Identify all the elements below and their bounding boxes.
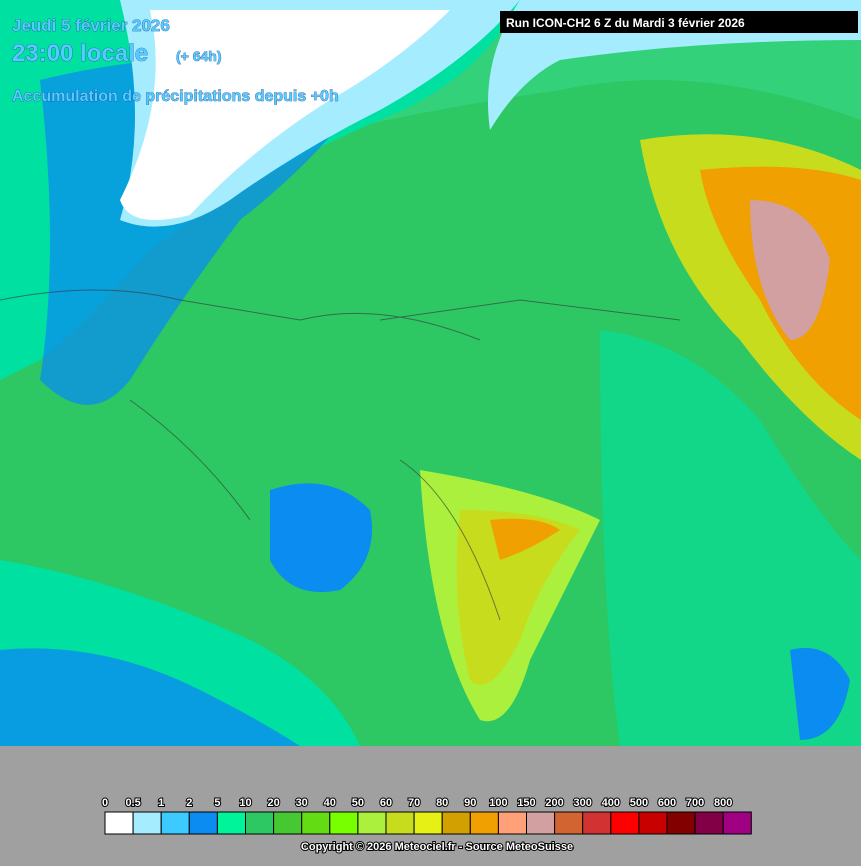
legend-label: 200: [545, 797, 563, 809]
legend-label: 150: [517, 797, 535, 809]
legend-label: 0.5: [125, 797, 140, 809]
legend-swatch: [216, 811, 246, 835]
legend-background: [0, 746, 861, 866]
legend-swatch: [526, 811, 556, 835]
legend-swatch: [694, 811, 724, 835]
legend-swatch: [722, 811, 752, 835]
legend-label: 40: [324, 797, 336, 809]
legend-label: 500: [630, 797, 648, 809]
legend-label: 50: [352, 797, 364, 809]
legend-swatch: [554, 811, 584, 835]
legend-swatch: [666, 811, 696, 835]
legend-swatch: [104, 811, 134, 835]
offset: (+ 64h): [176, 48, 222, 64]
legend-swatch: [441, 811, 471, 835]
legend-label: 80: [436, 797, 448, 809]
legend-label: 0: [102, 797, 108, 809]
run-label: Run ICON-CH2 6 Z du Mardi 3 février 2026: [506, 16, 745, 30]
subtitle: Accumulation de précipitations depuis +0…: [12, 88, 339, 105]
date: Jeudi 5 février 2026: [12, 16, 170, 35]
legend-swatch: [469, 811, 499, 835]
legend-label: 800: [714, 797, 732, 809]
legend-label: 400: [602, 797, 620, 809]
legend-label: 1: [158, 797, 164, 809]
legend-swatch: [188, 811, 218, 835]
legend-swatch: [638, 811, 668, 835]
legend-swatch: [160, 811, 190, 835]
legend-swatch: [329, 811, 359, 835]
legend-label: 90: [464, 797, 476, 809]
legend-swatch: [610, 811, 640, 835]
legend-label: 100: [489, 797, 507, 809]
legend-swatch: [132, 811, 162, 835]
legend-swatch: [273, 811, 303, 835]
legend-label: 300: [574, 797, 592, 809]
legend-label: 10: [239, 797, 251, 809]
legend-label: 70: [408, 797, 420, 809]
copyright: Copyright © 2026 Meteociel.fr - Source M…: [301, 841, 573, 853]
legend-swatch: [497, 811, 527, 835]
run-box: [500, 11, 858, 33]
legend-swatch: [385, 811, 415, 835]
legend-swatch: [582, 811, 612, 835]
time: 23:00 locale: [12, 40, 148, 67]
legend-swatch: [245, 811, 275, 835]
legend-label: 5: [214, 797, 220, 809]
legend-swatch: [357, 811, 387, 835]
legend-label: 60: [380, 797, 392, 809]
legend-label: 700: [686, 797, 704, 809]
legend-label: 600: [658, 797, 676, 809]
legend: 0 0.5 1 2 5 10 20 30 40 50 60 70 80 90 100 150 200 300 400…: [101, 796, 752, 835]
legend-label: 30: [296, 797, 308, 809]
legend-label: 2: [186, 797, 192, 809]
map-field: [0, 0, 861, 746]
legend-label: 20: [267, 797, 279, 809]
legend-swatch: [413, 811, 443, 835]
legend-swatch: [301, 811, 331, 835]
